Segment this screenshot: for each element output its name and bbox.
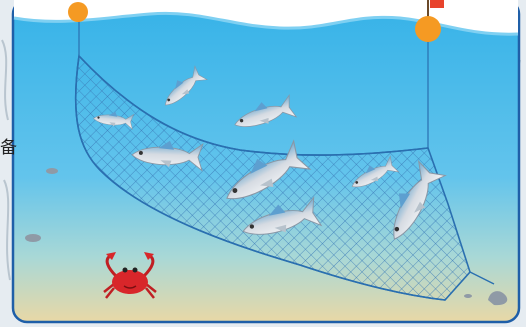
rock-1 bbox=[46, 168, 58, 174]
right-float bbox=[415, 16, 441, 42]
left-float bbox=[68, 2, 88, 22]
decor-scroll-left bbox=[1, 39, 11, 281]
rock-4 bbox=[464, 294, 472, 298]
rock-3 bbox=[488, 291, 508, 306]
net-tail-rope bbox=[469, 271, 495, 285]
net-top-rope bbox=[78, 55, 429, 156]
rock-2 bbox=[25, 234, 41, 242]
net-bottom-rope bbox=[74, 55, 446, 301]
edge-text-fragment: 备 bbox=[0, 138, 17, 158]
red-flag bbox=[430, 0, 444, 8]
water-surface bbox=[14, 0, 518, 35]
crab-icon bbox=[103, 252, 157, 299]
